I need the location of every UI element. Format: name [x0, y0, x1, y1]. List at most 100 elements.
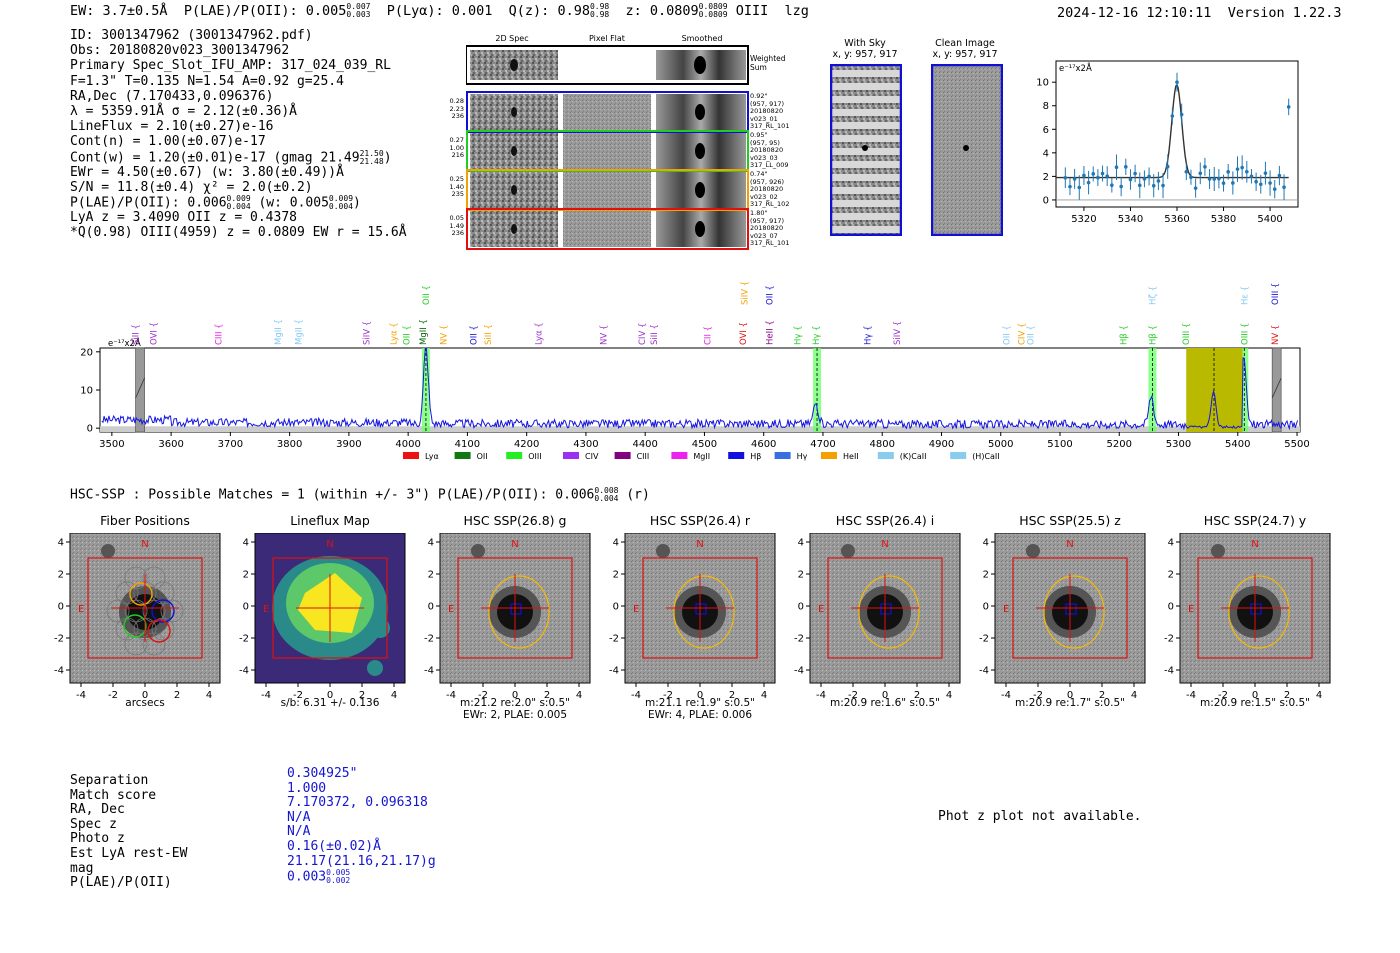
legend-label: HeII	[843, 452, 859, 461]
zoom-data-point	[1119, 185, 1123, 189]
emission-line-label: OII {	[1003, 325, 1013, 345]
legend-label: (K)CaII	[900, 452, 927, 461]
emission-line-label: Hβ {	[1119, 325, 1129, 345]
legend-label: (H)CaII	[972, 452, 999, 461]
clean-image	[931, 64, 1003, 236]
emission-line-label: OIII {	[1182, 323, 1192, 345]
zoom-data-point	[1278, 174, 1282, 178]
weighted-sum-label: Weighted Sum	[750, 54, 796, 72]
zoom-data-point	[1208, 177, 1212, 181]
neighbor-source	[841, 544, 855, 558]
emission-line-label: OVI {	[149, 322, 159, 345]
emission-line-label: OII {	[422, 285, 432, 305]
cutout-title: HSC SSP(26.4) i	[800, 513, 970, 528]
north-label: N	[511, 539, 518, 550]
cutout-y-tick-label: 0	[983, 602, 989, 613]
north-label: N	[1066, 539, 1073, 550]
match-values: 0.304925" 1.000 7.170372, 0.096318 N/A N…	[287, 767, 436, 885]
zoom-x-tick-label: 5400	[1257, 214, 1282, 225]
spectrum-x-tick-label: 5200	[1107, 439, 1132, 450]
cutout-image: N E -4 -2 0 2 4 4 2 0 -2 -4	[973, 533, 1148, 703]
east-label: E	[448, 604, 454, 615]
timestamp-version: 2024-12-16 12:10:11 Version 1.22.3	[1057, 5, 1342, 21]
emission-line-label: SiIV {	[893, 321, 903, 345]
cutout-caption: m:21.1 re:1.9" s:0.5" EWr: 4, PLAE: 0.006	[610, 697, 790, 721]
zoom-data-point	[1194, 186, 1198, 190]
info-sn: S/N = 11.8(±0.4) χ² = 2.0(±0.2)	[70, 180, 407, 195]
legend-swatch	[506, 452, 522, 459]
cutout-y-tick-label: -4	[1164, 666, 1174, 677]
spec-row-source	[511, 224, 517, 234]
cutout-title: HSC SSP(25.5) z	[985, 513, 1155, 528]
zoom-data-point	[1245, 170, 1249, 174]
emission-line-label: SiII {	[484, 324, 494, 345]
zoom-data-point	[1259, 182, 1263, 186]
cutout-y-tick-label: 2	[983, 570, 989, 581]
spectrum-x-tick-label: 4300	[573, 439, 598, 450]
emission-line-label: OVI {	[739, 322, 749, 345]
info-contw: Cont(w) = 1.20(±0.01)e-17 (gmag 21.49 21.…	[70, 150, 407, 165]
legend-label: Hγ	[797, 452, 808, 461]
east-label: E	[78, 604, 84, 615]
cutout-y-tick-label: 2	[613, 570, 619, 581]
summary-header: EW: 3.7±0.5Å P(LAE)/P(OII): 0.005 0.007 0.…	[70, 3, 809, 19]
info-radec: RA,Dec (7.170433,0.096376)	[70, 89, 407, 104]
zoom-data-point	[1147, 175, 1151, 179]
emission-line-label: Hγ {	[812, 325, 822, 345]
spec-row-smoothed-source	[695, 104, 705, 120]
zoom-data-point	[1143, 177, 1147, 181]
legend-swatch	[728, 452, 744, 459]
match-value: N/A	[287, 811, 436, 826]
legend-label: MgII	[693, 452, 710, 461]
cutout-image: N E -4 -2 0 2 4 4 2 0 -2 -4	[788, 533, 963, 703]
info-qline: *Q(0.98) OIII(4959) z = 0.0809 EW r = 15…	[70, 225, 407, 240]
emission-line-label: SiIV {	[741, 281, 751, 305]
zoom-x-tick-label: 5360	[1164, 214, 1189, 225]
cutout-y-tick-label: 2	[1168, 570, 1174, 581]
north-label: N	[1251, 539, 1258, 550]
col-title-pixelflat: Pixel Flat	[561, 34, 653, 43]
spec-row-source	[511, 185, 517, 195]
info-fwhm: F=1.3" T=0.135 N=1.54 A=0.92 g=25.4	[70, 74, 407, 89]
cutout-y-tick-label: 0	[428, 602, 434, 613]
info-contn: Cont(n) = 1.00(±0.07)e-17	[70, 134, 407, 149]
info-primary: Primary Spec_Slot_IFU_AMP: 317_024_039_R…	[70, 58, 407, 73]
cutout-caption: m:20.9 re:1.5" s:0.5"	[1165, 697, 1345, 709]
cutout-y-tick-label: 2	[243, 570, 249, 581]
zoom-data-point	[1222, 181, 1226, 185]
emission-line-label: MgII {	[295, 319, 305, 345]
zoom-x-tick-label: 5340	[1118, 214, 1143, 225]
zoom-data-point	[1064, 176, 1068, 180]
emission-line-label: Lyα {	[389, 322, 399, 345]
cutout-y-tick-label: -4	[54, 666, 64, 677]
emission-line-label: OII {	[469, 325, 479, 345]
emission-line-label: SiIV {	[363, 321, 373, 345]
spectrum-x-tick-label: 3600	[158, 439, 183, 450]
legend-swatch	[615, 452, 631, 459]
spectrum-x-tick-label: 4400	[632, 439, 657, 450]
legend-swatch	[775, 452, 791, 459]
emission-line-label: OIII {	[1240, 323, 1250, 345]
info-obs: Obs: 20180820v023_3001347962	[70, 43, 407, 58]
clean-image-title: Clean Image x, y: 957, 917	[920, 38, 1010, 60]
datetime: 2024-12-16 12:10:11	[1057, 5, 1211, 21]
zoom-data-point	[1124, 165, 1128, 169]
legend-swatch	[455, 452, 471, 459]
cutout-y-tick-label: -4	[424, 666, 434, 677]
spec-row-right-label: 0.95" (957, 95) 20180820 v023_03 317_LL_009	[750, 132, 796, 170]
cutout-image: N E -4 -2 0 2 4 4 2 0 -2 -4	[233, 533, 408, 703]
plya-value: P(Lyα): 0.001	[387, 3, 493, 19]
spec-row-right-label: 1.80" (957, 917) 20180820 v023_07 317_RL_101	[750, 210, 796, 248]
zoom-data-point	[1185, 170, 1189, 174]
zoom-data-point	[1110, 183, 1114, 187]
north-label: N	[881, 539, 888, 550]
spec-row-pixelflat	[563, 94, 651, 130]
spec-row-source	[511, 146, 517, 156]
spectrum-x-tick-label: 5500	[1284, 439, 1309, 450]
match-labels: Separation Match score RA, Dec Spec z Ph…	[70, 774, 187, 891]
cutout-y-tick-label: 4	[58, 538, 64, 549]
zoom-data-point	[1231, 181, 1235, 185]
cutout-image: N E -4 -2 0 2 4 4 2 0 -2 -4	[603, 533, 778, 703]
emission-line-label: SiII {	[132, 324, 142, 345]
match-value: 1.000	[287, 782, 436, 797]
